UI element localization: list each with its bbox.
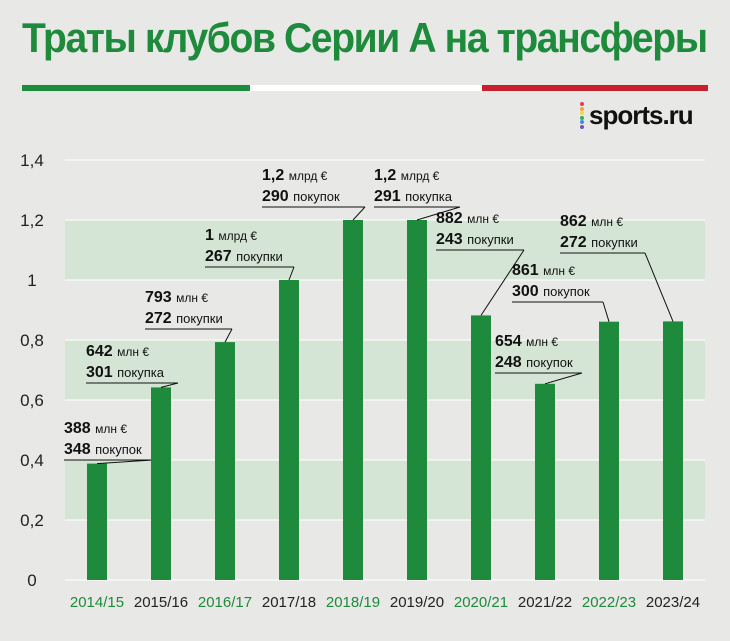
flag-stripe-green <box>22 85 250 91</box>
x-tick-label: 2019/20 <box>390 594 444 611</box>
data-label-purchases: 272 покупки <box>145 310 223 327</box>
x-tick-label: 2023/24 <box>646 594 700 611</box>
x-tick-label: 2015/16 <box>134 594 188 611</box>
data-label-purchases: 301 покупка <box>86 364 165 381</box>
logo-dot <box>580 125 584 129</box>
leader-line <box>160 382 179 388</box>
x-tick-label: 2020/21 <box>454 594 508 611</box>
logo-dot <box>580 102 584 106</box>
x-tick-label: 2017/18 <box>262 594 316 611</box>
x-tick-label: 2021/22 <box>518 594 572 611</box>
logo-dot <box>580 120 584 125</box>
x-tick-label: 2014/15 <box>70 594 124 611</box>
bar-2021-22 <box>535 383 555 580</box>
data-label-amount: 1,2 млрд € <box>262 167 328 184</box>
data-label-purchases: 243 покупки <box>436 231 514 248</box>
logo-dot <box>580 106 584 111</box>
bar-2019-20 <box>407 220 427 580</box>
leader-line <box>352 206 366 221</box>
leader-line <box>416 206 461 221</box>
data-label-purchases: 290 покупок <box>262 188 340 205</box>
data-label-amount: 654 млн € <box>495 333 558 350</box>
data-label-purchases: 348 покупок <box>64 441 142 458</box>
x-tick-label: 2016/17 <box>198 594 252 611</box>
bar-2017-18 <box>279 280 299 580</box>
logo-dot <box>580 111 584 116</box>
bar-2014-15 <box>87 463 107 580</box>
logo-dot <box>580 115 584 120</box>
logo-text: sports.ru <box>589 100 694 130</box>
leader-line <box>480 249 525 316</box>
y-tick-label: 0,2 <box>20 511 44 530</box>
bar-2015-16 <box>151 387 171 580</box>
data-label-amount: 861 млн € <box>512 262 575 279</box>
y-tick-label: 0,4 <box>20 451 44 470</box>
grid-band <box>65 220 705 280</box>
bar-2018-19 <box>343 220 363 580</box>
bar-2022-23 <box>599 321 619 580</box>
y-tick-label: 0,8 <box>20 331 44 350</box>
data-label-amount: 388 млн € <box>64 420 127 437</box>
leader-line <box>96 459 154 465</box>
data-label-amount: 862 млн € <box>560 213 623 230</box>
chart-title: Траты клубов Серии А на трансферы <box>22 14 708 61</box>
sports-ru-logo: sports.ru <box>580 100 710 130</box>
y-tick-label: 1,4 <box>20 151 44 170</box>
data-label-purchases: 272 покупки <box>560 234 638 251</box>
leader-line <box>602 301 610 322</box>
bar-2020-21 <box>471 315 491 580</box>
data-label-amount: 882 млн € <box>436 210 499 227</box>
flag-stripe-white <box>250 85 482 91</box>
data-label-purchases: 291 покупка <box>374 188 453 205</box>
y-tick-label: 0,6 <box>20 391 44 410</box>
x-tick-label: 2018/19 <box>326 594 380 611</box>
leader-line <box>288 266 295 281</box>
flag-stripe-red <box>482 85 708 91</box>
data-label-amount: 1 млрд € <box>205 227 257 244</box>
data-label-amount: 793 млн € <box>145 289 208 306</box>
data-label-amount: 1,2 млрд € <box>374 167 440 184</box>
leader-line <box>644 252 674 322</box>
data-label-purchases: 267 покупки <box>205 248 283 265</box>
y-tick-label: 1 <box>27 271 36 290</box>
y-tick-label: 0 <box>27 571 36 590</box>
leader-line <box>544 372 583 385</box>
data-label-purchases: 300 покупок <box>512 283 590 300</box>
data-label-amount: 642 млн € <box>86 343 149 360</box>
bar-2016-17 <box>215 342 235 580</box>
leader-line <box>224 328 233 343</box>
data-label-purchases: 248 покупок <box>495 354 573 371</box>
x-tick-label: 2022/23 <box>582 594 636 611</box>
grid-band <box>65 340 705 400</box>
grid-band <box>65 460 705 520</box>
y-tick-label: 1,2 <box>20 211 44 230</box>
bar-2023-24 <box>663 321 683 580</box>
